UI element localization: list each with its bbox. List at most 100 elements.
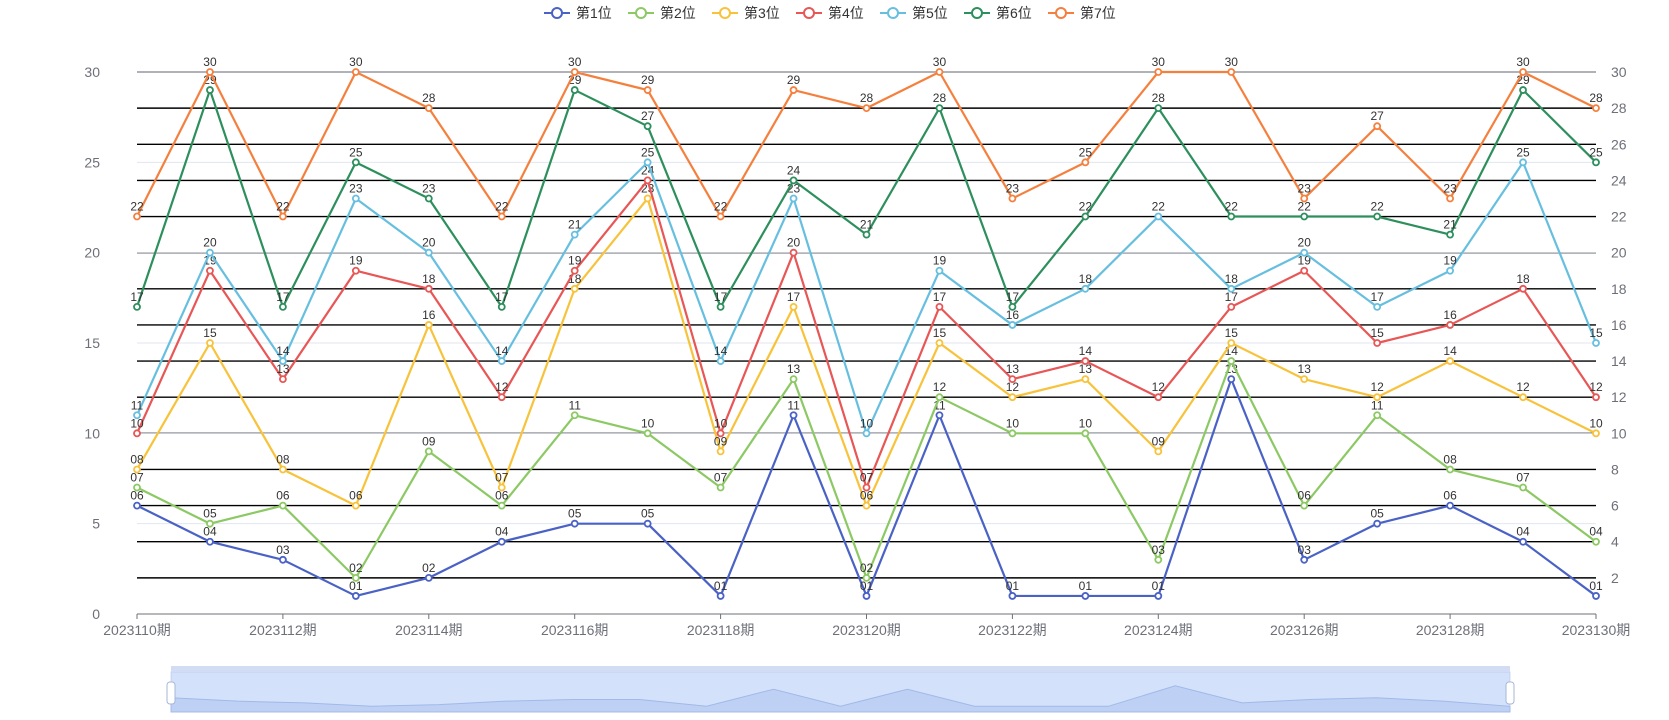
data-point	[716, 429, 725, 438]
data-label: 12	[1370, 380, 1384, 394]
data-label: 01	[1006, 579, 1020, 593]
data-zoom-slider[interactable]	[166, 666, 1515, 713]
data-point	[862, 104, 871, 113]
data-label: 22	[1298, 200, 1312, 214]
data-label: 27	[1370, 109, 1384, 123]
data-label: 24	[787, 163, 801, 177]
legend-item-3[interactable]: 第3位	[712, 5, 780, 21]
data-point	[1519, 158, 1527, 167]
y-right-tick-label: 10	[1611, 425, 1627, 441]
legend[interactable]: 第1位 第2位 第3位 第4位 第5位 第6位 第7位	[544, 5, 1116, 21]
legend-item-6[interactable]: 第6位	[964, 5, 1032, 21]
zoom-handle-left[interactable]	[166, 681, 176, 705]
data-label: 10	[860, 416, 874, 430]
legend-item-1[interactable]: 第1位	[544, 5, 612, 21]
data-point	[1592, 104, 1600, 113]
series-line	[136, 197, 1597, 507]
data-label: 17	[495, 290, 509, 304]
data-point	[1008, 302, 1017, 311]
data-label: 11	[933, 398, 946, 412]
data-label: 16	[1443, 308, 1457, 322]
data-point	[1081, 357, 1090, 365]
series-5: 11 20 14 23 20 14 21 25 14 23 10 19 16 18 22 18 20 17 19 25…	[131, 145, 1603, 438]
data-point	[789, 194, 798, 203]
legend-item-4[interactable]: 第4位	[796, 5, 864, 21]
data-label: 25	[1516, 145, 1530, 159]
data-point	[1008, 429, 1017, 438]
data-point	[935, 104, 944, 113]
data-label: 19	[349, 254, 363, 268]
data-point	[206, 266, 214, 275]
y-left-tick-label: 20	[84, 245, 100, 261]
legend-label: 第1位	[576, 5, 612, 21]
data-label: 28	[933, 91, 947, 105]
data-label: 06	[860, 489, 874, 503]
data-label: 06	[1298, 489, 1312, 503]
data-label: 28	[1589, 91, 1603, 105]
data-point	[424, 321, 433, 329]
zoom-handle-right[interactable]	[1505, 681, 1515, 705]
data-label: 02	[422, 561, 436, 575]
data-label: 18	[1079, 272, 1093, 286]
data-point	[1008, 375, 1017, 384]
x-tick-label: 2023116期	[541, 622, 608, 638]
legend-item-7[interactable]: 第7位	[1048, 5, 1116, 21]
data-point	[1227, 284, 1236, 293]
data-point	[351, 266, 360, 275]
data-point	[1446, 321, 1454, 329]
data-point	[1081, 284, 1090, 293]
data-label: 25	[641, 145, 655, 159]
data-label: 09	[714, 434, 728, 448]
zoom-window	[171, 672, 1510, 712]
data-point	[789, 86, 798, 94]
legend-item-5[interactable]: 第5位	[880, 5, 948, 21]
data-point	[206, 537, 214, 546]
data-point	[1008, 592, 1017, 600]
data-label: 13	[1079, 362, 1093, 376]
data-point	[1154, 68, 1163, 76]
data-label: 22	[130, 200, 144, 214]
data-label: 22	[714, 200, 728, 214]
data-label: 13	[787, 362, 801, 376]
legend-marker	[1055, 7, 1067, 19]
data-label: 25	[1079, 145, 1093, 159]
data-label: 22	[495, 200, 509, 214]
data-label: 22	[1370, 200, 1384, 214]
data-label: 14	[495, 344, 509, 358]
data-point	[1592, 158, 1600, 167]
data-point	[1373, 302, 1382, 311]
data-label: 15	[203, 326, 217, 340]
data-point	[1227, 339, 1236, 347]
data-label: 11	[787, 398, 800, 412]
data-label: 14	[1079, 344, 1093, 358]
data-point	[1446, 230, 1454, 239]
data-label: 17	[714, 290, 728, 304]
data-point	[497, 393, 506, 402]
data-label: 10	[130, 416, 144, 430]
legend-item-2[interactable]: 第2位	[628, 5, 696, 21]
data-point	[570, 284, 579, 293]
data-label: 30	[349, 55, 363, 69]
data-label: 06	[495, 489, 509, 503]
data-label: 05	[568, 507, 582, 521]
data-point	[1592, 537, 1600, 546]
data-point	[278, 357, 287, 365]
data-label: 03	[1298, 543, 1312, 557]
data-point	[278, 501, 287, 510]
data-point	[133, 411, 141, 420]
data-point	[206, 519, 214, 528]
data-point	[206, 68, 214, 76]
series-4: 10 19 13 19 18 12 19 24 10 20 07 17 13 14 12 17 19 15 16 18…	[130, 163, 1603, 492]
data-point	[1300, 212, 1309, 221]
data-point	[1227, 375, 1236, 384]
data-label: 12	[1152, 380, 1166, 394]
data-point	[1081, 212, 1090, 221]
data-label: 08	[1443, 452, 1457, 466]
data-label: 10	[1006, 416, 1020, 430]
data-label: 12	[1589, 380, 1603, 394]
data-point	[862, 230, 871, 239]
data-label: 23	[1006, 181, 1020, 195]
data-label: 18	[1225, 272, 1239, 286]
data-label: 14	[276, 344, 290, 358]
